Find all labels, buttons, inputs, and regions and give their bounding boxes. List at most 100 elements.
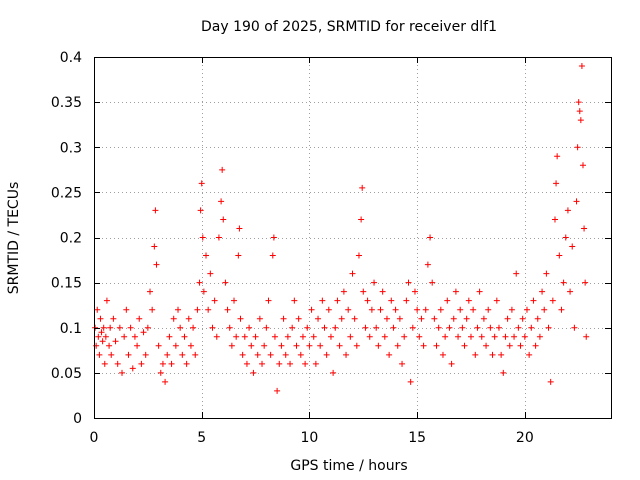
data-point [511, 333, 518, 340]
data-point [463, 315, 470, 322]
data-point [261, 342, 268, 349]
data-point [446, 324, 453, 331]
data-point [321, 324, 328, 331]
data-point [276, 360, 283, 367]
data-point [162, 378, 169, 385]
y-tick-label: 0.15 [51, 276, 82, 292]
data-point [151, 243, 158, 250]
y-tick-label: 0 [73, 411, 82, 427]
data-point [203, 252, 210, 259]
data-point [211, 297, 218, 304]
data-point [476, 288, 483, 295]
data-point [147, 288, 154, 295]
data-point [517, 342, 524, 349]
data-point [103, 297, 110, 304]
data-point [192, 351, 199, 358]
data-point [198, 180, 205, 187]
data-point [418, 315, 425, 322]
data-point [218, 198, 225, 205]
data-point [308, 306, 315, 313]
data-point [388, 297, 395, 304]
data-point [429, 279, 436, 286]
data-point [291, 297, 298, 304]
data-point [327, 333, 334, 340]
data-point [534, 315, 541, 322]
data-point [325, 306, 332, 313]
data-point [107, 324, 114, 331]
data-point [340, 288, 347, 295]
data-point [269, 252, 276, 259]
data-point [578, 63, 585, 70]
data-point [252, 333, 259, 340]
data-point [577, 117, 584, 124]
data-point [431, 315, 438, 322]
data-point [493, 297, 500, 304]
data-point [567, 288, 574, 295]
data-point [452, 288, 459, 295]
data-point [98, 329, 105, 336]
data-point [581, 225, 588, 232]
data-point [196, 279, 203, 286]
data-point [364, 297, 371, 304]
data-point [310, 333, 317, 340]
y-tick-label: 0.4 [60, 50, 82, 66]
data-point [166, 333, 173, 340]
data-point [489, 351, 496, 358]
data-point [554, 153, 561, 160]
data-point [347, 333, 354, 340]
data-point [199, 234, 206, 241]
data-point [485, 306, 492, 313]
data-point [265, 297, 272, 304]
data-point [312, 360, 319, 367]
data-point [545, 324, 552, 331]
data-point [498, 351, 505, 358]
data-point [351, 315, 358, 322]
data-point [553, 180, 560, 187]
data-point [289, 324, 296, 331]
y-tick-label: 0.2 [60, 231, 82, 247]
data-point [231, 297, 238, 304]
data-point [270, 234, 277, 241]
data-point [152, 207, 159, 214]
data-point [390, 324, 397, 331]
data-point [383, 315, 390, 322]
data-point [200, 288, 207, 295]
data-point [450, 315, 457, 322]
data-point [467, 333, 474, 340]
data-point [224, 306, 231, 313]
data-point [138, 360, 145, 367]
data-point [330, 369, 337, 376]
data-point [569, 243, 576, 250]
data-point [228, 342, 235, 349]
data-point [284, 333, 291, 340]
data-point [177, 324, 184, 331]
data-point [433, 342, 440, 349]
data-point [360, 288, 367, 295]
data-point [526, 351, 533, 358]
data-point [556, 252, 563, 259]
data-point [299, 333, 306, 340]
data-point [190, 324, 197, 331]
data-point [439, 351, 446, 358]
data-point [170, 315, 177, 322]
data-point [274, 387, 281, 394]
data-point [528, 324, 535, 331]
data-point [297, 351, 304, 358]
data-point [254, 351, 261, 358]
data-point [396, 315, 403, 322]
data-point [371, 279, 378, 286]
x-axis-label: GPS time / hours [290, 458, 407, 474]
data-point [532, 342, 539, 349]
data-point [287, 360, 294, 367]
data-point [168, 360, 175, 367]
data-point [401, 333, 408, 340]
data-point [457, 306, 464, 313]
data-point [551, 216, 558, 223]
data-point [539, 288, 546, 295]
data-point [558, 306, 565, 313]
data-point [358, 216, 365, 223]
data-point [179, 351, 186, 358]
data-point [116, 324, 123, 331]
data-point [149, 306, 156, 313]
